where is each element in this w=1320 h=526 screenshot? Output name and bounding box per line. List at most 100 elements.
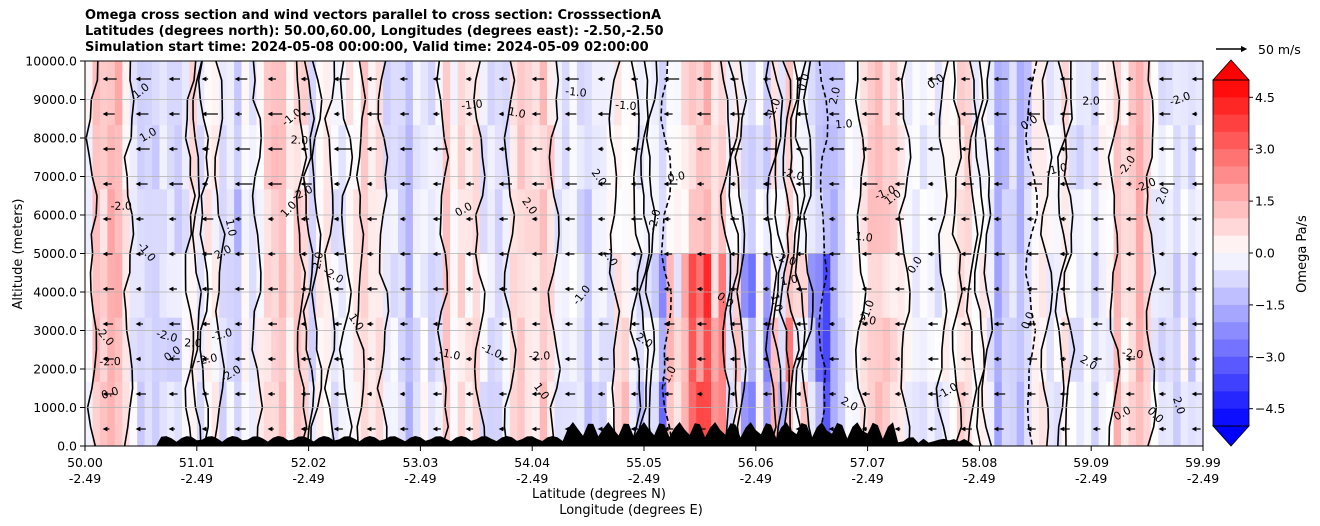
y-tick-label: 2000.0 [33,362,77,377]
colorbar-segment [1213,80,1249,98]
colorbar-segment [1213,374,1249,392]
svg-text:1.0: 1.0 [835,117,853,131]
colorbar-segment [1213,253,1249,271]
x-tick-label-lon: -2.49 [69,471,101,486]
colorbar-tick-label: −4.5 [1255,401,1285,416]
svg-text:2.0: 2.0 [1153,185,1172,206]
svg-text:0.0: 0.0 [100,384,121,402]
svg-text:0.0: 0.0 [795,72,813,93]
colorbar-segment [1213,270,1249,289]
x-axis-ticks: 50.00-2.4951.01-2.4952.02-2.4953.03-2.49… [67,446,1221,486]
svg-text:-2.0: -2.0 [773,250,797,269]
colorbar-segment [1213,339,1249,358]
svg-text:-2.0: -2.0 [781,165,805,183]
colorbar-segment [1213,304,1249,323]
colorbar-tick-label: 3.0 [1255,142,1275,157]
x-tick-label-lat: 59.99 [1185,455,1221,470]
svg-text:-2.0: -2.0 [110,200,132,213]
y-tick-label: 1000.0 [33,400,77,415]
svg-text:1.0: 1.0 [507,105,527,121]
x-tick-label-lat: 54.04 [514,455,550,470]
x-tick-label-lat: 55.05 [626,455,662,470]
chart-title-line-2: Latitudes (degrees north): 50.00,60.00, … [85,24,664,39]
colorbar-segment [1213,114,1249,133]
colorbar-segment [1213,322,1249,340]
colorbar-extend-top [1212,59,1250,81]
colorbar-extend-bottom [1212,425,1250,447]
x-tick-label-lon: -2.49 [628,471,660,486]
svg-text:-1.0: -1.0 [565,85,588,100]
x-tick-label-lon: -2.49 [181,471,213,486]
x-tick-label-lat: 52.02 [291,455,327,470]
svg-text:2.0: 2.0 [184,336,202,350]
colorbar-segment [1213,166,1249,185]
y-tick-label: 8000.0 [33,131,77,146]
colorbar-tick-label: 4.5 [1255,90,1275,105]
colorbar-segment [1213,356,1249,375]
colorbar-tick-label: 1.5 [1255,194,1275,209]
omega-field [85,61,1203,446]
x-tick-label-lat: 58.08 [962,455,998,470]
svg-text:-2.0: -2.0 [195,351,219,368]
colorbar-tick-label: 0.0 [1255,246,1275,261]
svg-text:-2.0: -2.0 [529,349,551,362]
colorbar-segment [1213,131,1249,150]
y-tick-label: 3000.0 [33,323,77,338]
y-tick-label: 4000.0 [33,285,77,300]
svg-text:-1.0: -1.0 [438,346,462,363]
colorbar-segment [1213,391,1249,410]
svg-text:0.0: 0.0 [1019,310,1038,331]
y-axis-label: Altitude (meters) [11,199,26,310]
colorbar-segment [1213,201,1249,219]
y-tick-label: 7000.0 [33,169,77,184]
svg-text:1.0: 1.0 [223,218,239,238]
svg-text:-2.0: -2.0 [99,355,121,368]
svg-text:-2.0: -2.0 [1121,346,1144,362]
colorbar-tick-label: −3.0 [1255,349,1285,364]
x-tick-label-lat: 53.03 [403,455,439,470]
chart-title-line-1: Omega cross section and wind vectors par… [85,8,662,23]
x-tick-label-lon: -2.49 [516,471,548,486]
x-tick-label-lon: -2.49 [963,471,995,486]
x-tick-label-lon: -2.49 [1075,471,1107,486]
y-tick-label: 0.0 [57,439,77,454]
y-tick-label: 6000.0 [33,208,77,223]
plot-area: 2.0 1.0 1.0 1.0 2.0 2.0 -1.0 2.0 0.0 1.0 0.0 1.0 -2.… [85,61,1203,446]
x-axis-label-latitude: Latitude (degrees N) [532,487,666,502]
svg-text:-1.0: -1.0 [1045,161,1069,178]
terrain-silhouette [85,422,1203,446]
svg-text:1.0: 1.0 [779,272,799,288]
colorbar: 4.5 3.0 1.5 0.0 −1.5 −3.0 −4.5 [1212,59,1285,447]
grid-lines [85,61,1203,446]
colorbar-segment [1213,97,1249,116]
colorbar-segment [1213,408,1249,427]
colorbar-segment [1213,218,1249,237]
x-tick-label-lon: -2.49 [1187,471,1219,486]
svg-text:2.0: 2.0 [290,133,308,147]
wind-vectors [102,76,1203,432]
x-tick-label-lat: 59.09 [1073,455,1109,470]
svg-text:1.0: 1.0 [854,229,873,244]
quiver-key-label: 50 m/s [1258,42,1301,57]
colorbar-tick-label: −1.5 [1255,297,1285,312]
chart-title-line-3: Simulation start time: 2024-05-08 00:00:… [85,40,649,55]
svg-text:-2.0: -2.0 [646,208,664,232]
svg-text:-1.0: -1.0 [210,326,234,344]
svg-text:2.0: 2.0 [1170,395,1188,416]
svg-text:0.0: 0.0 [666,169,686,185]
x-tick-label-lon: -2.49 [740,471,772,486]
y-axis-ticks: 0.0 1000.0 2000.0 3000.0 4000.0 5000.0 6000.0 7… [25,54,85,454]
y-tick-label: 5000.0 [33,246,77,261]
colorbar-segment [1213,287,1249,306]
x-tick-label-lon: -2.49 [292,471,324,486]
svg-text:-2.0: -2.0 [155,327,179,345]
colorbar-label: Omega Pa/s [1295,215,1310,293]
x-tick-label-lat: 50.00 [67,455,103,470]
svg-text:2.0: 2.0 [1082,94,1100,107]
svg-text:2.0: 2.0 [858,312,878,328]
colorbar-segment [1213,235,1249,254]
x-axis-label-longitude: Longitude (degrees E) [559,503,703,518]
x-tick-label-lat: 51.01 [179,455,215,470]
x-tick-label-lon: -2.49 [404,471,436,486]
